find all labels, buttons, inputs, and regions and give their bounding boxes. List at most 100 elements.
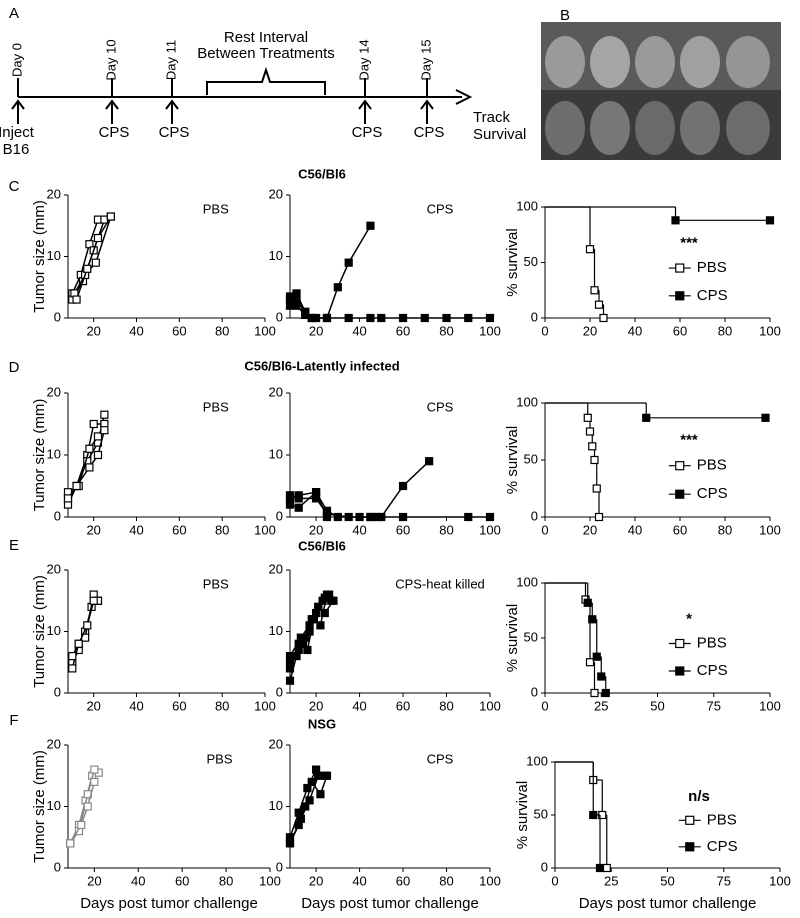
- data-point: [83, 264, 92, 273]
- x-tick-label: 40: [628, 522, 642, 537]
- data-point: [344, 512, 353, 522]
- data-point: [85, 444, 94, 453]
- legend-marker: [675, 666, 685, 676]
- x-tick-label: 0: [551, 873, 558, 888]
- x-tick-label: 80: [439, 323, 453, 338]
- tumor-line: [289, 494, 490, 518]
- y-tick-label: 0: [276, 309, 283, 324]
- timeline-day: Day 15: [418, 39, 433, 80]
- x-tick-label: 20: [309, 698, 323, 713]
- data-point: [74, 639, 83, 648]
- data-point: [583, 413, 592, 422]
- x-tick-label: 60: [175, 873, 189, 888]
- x-tick-label: 100: [254, 323, 276, 338]
- chart-title: CPS: [427, 201, 454, 216]
- data-point: [89, 596, 98, 605]
- tumor-line: [289, 594, 328, 669]
- data-point: [305, 796, 314, 805]
- timeline-day: Day 11: [163, 40, 178, 80]
- chart: 0 10 20 20 40 60 80 100 CPS: [269, 186, 501, 338]
- rest-bracket: [206, 66, 326, 95]
- y-tick-label: 10: [269, 623, 283, 638]
- x-tick-label: 40: [628, 323, 642, 338]
- x-tick-label: 60: [396, 323, 410, 338]
- chart: 0 50 100 0 20 40 60 80 100 % survival PBS CPS ***: [504, 394, 781, 537]
- event-arrowhead: [420, 99, 434, 110]
- event-label: CPS: [159, 124, 190, 141]
- x-tick-label: 50: [660, 873, 674, 888]
- y-tick-label: 20: [47, 186, 61, 201]
- x-tick-label: 100: [259, 873, 281, 888]
- data-point: [93, 450, 103, 460]
- timeline-day: Day 0: [9, 43, 24, 77]
- mouse: [680, 101, 720, 155]
- x-tick-label: 80: [219, 873, 233, 888]
- significance: ***: [680, 235, 698, 252]
- tumor-line: [71, 219, 99, 294]
- data-point: [322, 512, 332, 522]
- data-point: [344, 258, 353, 267]
- data-point: [366, 221, 375, 230]
- tumor-line: [289, 490, 328, 518]
- x-tick-label: 80: [215, 698, 229, 713]
- data-point: [590, 688, 599, 698]
- y-tick-label: 0: [54, 684, 61, 699]
- data-point: [595, 863, 605, 873]
- y-tick-label: 20: [269, 561, 283, 576]
- y-tick-label: 0: [276, 684, 283, 699]
- chart: 0 10 20 20 40 60 80 100 CPS-heat killed: [269, 561, 501, 713]
- chart: 0 10 20 20 40 60 80 100 CPS: [269, 384, 501, 537]
- x-tick-label: 60: [172, 323, 186, 338]
- x-tick-label: 40: [352, 873, 366, 888]
- x-tick-label: 100: [254, 522, 276, 537]
- y-tick-label: 0: [531, 684, 538, 699]
- x-tick-label: 60: [396, 698, 410, 713]
- event-arrowhead: [358, 99, 372, 110]
- legend-label: PBS: [707, 811, 737, 828]
- data-point: [316, 621, 325, 630]
- data-point: [311, 313, 321, 323]
- legend-label: CPS: [697, 485, 728, 502]
- data-point: [344, 313, 353, 323]
- chart-title: PBS: [206, 751, 232, 766]
- data-point: [425, 457, 434, 466]
- x-tick-label: 40: [352, 522, 366, 537]
- chart-title: CPS: [427, 751, 454, 766]
- y-tick-label: 0: [54, 309, 61, 324]
- data-point: [66, 839, 75, 848]
- x-tick-label: 80: [439, 873, 453, 888]
- mouse: [545, 101, 585, 155]
- data-point: [285, 651, 295, 661]
- data-point: [322, 313, 332, 323]
- y-tick-label: 10: [47, 623, 61, 638]
- x-tick-label: 100: [479, 522, 501, 537]
- end-label: Track: [473, 109, 510, 126]
- data-point: [592, 484, 601, 493]
- data-point: [285, 491, 295, 500]
- data-point: [292, 301, 301, 310]
- x-axis-label: Days post tumor challenge: [579, 895, 757, 912]
- x-tick-label: 40: [131, 873, 145, 888]
- data-point: [590, 455, 599, 465]
- mouse: [726, 101, 770, 155]
- data-point: [420, 313, 429, 323]
- data-point: [85, 463, 94, 472]
- data-point: [89, 419, 98, 429]
- x-tick-label: 40: [129, 698, 143, 713]
- data-point: [377, 313, 386, 323]
- chart: 0 10 20 20 40 60 80 100 Tumor size (mm) PBS: [31, 561, 276, 713]
- legend-label: PBS: [697, 634, 727, 651]
- y-tick-label: 50: [524, 629, 538, 644]
- data-point: [398, 313, 408, 323]
- data-point: [93, 233, 103, 243]
- mouse: [635, 101, 675, 155]
- data-point: [83, 621, 92, 630]
- x-tick-label: 20: [86, 522, 100, 537]
- y-tick-label: 0: [531, 309, 538, 324]
- x-tick-label: 80: [439, 522, 453, 537]
- y-axis-label: Tumor size (mm): [31, 399, 48, 512]
- chart: 0 10 20 20 40 60 80 100 Tumor size (mm) PBS: [31, 384, 276, 537]
- bracket-label: Between Treatments: [197, 45, 335, 62]
- data-point: [305, 621, 314, 630]
